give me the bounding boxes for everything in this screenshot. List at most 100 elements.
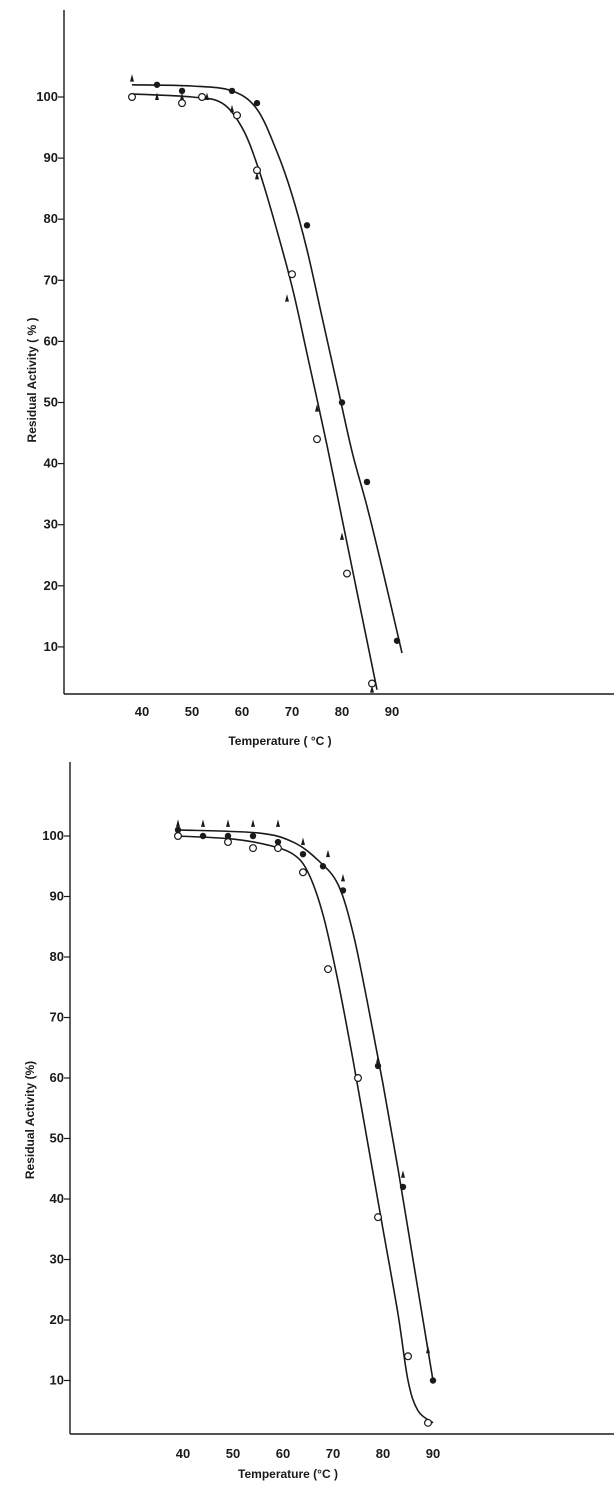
data-point-filled-circle xyxy=(399,1183,407,1191)
data-point-triangle xyxy=(315,404,319,412)
data-point-open-circle xyxy=(274,844,283,853)
data-point-filled-circle xyxy=(174,826,182,834)
data-point-open-circle xyxy=(424,1418,433,1427)
data-point-open-circle xyxy=(299,868,308,877)
data-point-triangle xyxy=(205,92,209,100)
x-tick-label: 70 xyxy=(285,704,299,719)
data-point-open-circle xyxy=(178,99,187,108)
y-tick-label: 80 xyxy=(50,949,64,964)
data-point-open-circle xyxy=(343,569,352,578)
x-tick-label: 60 xyxy=(235,704,249,719)
data-point-filled-circle xyxy=(199,832,207,840)
data-point-triangle xyxy=(326,849,330,858)
x-tick-label: 90 xyxy=(385,704,399,719)
data-point-triangle xyxy=(176,819,180,827)
y-tick-label: 60 xyxy=(50,1070,64,1085)
data-point-triangle xyxy=(370,685,374,693)
x-axis-title: Temperature (°C ) xyxy=(238,1467,338,1481)
x-tick-label: 40 xyxy=(135,704,149,719)
x-tick-label: 70 xyxy=(326,1446,340,1461)
x-axis-title: Temperature ( °C ) xyxy=(228,734,331,748)
data-point-filled-circle xyxy=(153,81,161,88)
data-point-filled-circle xyxy=(253,99,261,107)
y-tick-label: 80 xyxy=(44,211,58,226)
data-point-triangle xyxy=(401,1170,405,1178)
data-point-triangle xyxy=(341,873,345,882)
y-tick-label: 50 xyxy=(50,1131,64,1146)
data-point-triangle xyxy=(180,92,184,100)
y-tick-label: 90 xyxy=(50,889,64,904)
data-point-open-circle xyxy=(224,838,233,847)
x-tick-label: 60 xyxy=(276,1446,290,1461)
x-tick-label: 40 xyxy=(176,1446,190,1461)
data-point-filled-circle xyxy=(429,1377,437,1384)
data-point-triangle xyxy=(276,819,280,827)
data-point-open-circle xyxy=(198,92,207,101)
data-point-filled-circle xyxy=(274,838,282,846)
data-point-filled-circle xyxy=(224,832,232,840)
data-point-triangle xyxy=(230,104,234,113)
data-point-open-circle xyxy=(128,92,137,101)
data-point-filled-circle xyxy=(299,850,307,858)
data-point-filled-circle xyxy=(178,87,186,95)
chart-panel-1: 10 20 30 40 50 60 70 80 90 100 40 50 60 70 80 90 Tempera… xyxy=(25,10,614,748)
y-tick-label: 10 xyxy=(50,1373,64,1388)
data-point-open-circle xyxy=(174,831,183,840)
y-tick-label: 10 xyxy=(44,639,58,654)
data-point-filled-circle xyxy=(363,478,371,486)
data-point-open-circle xyxy=(249,844,258,853)
y-tick-label: 60 xyxy=(44,333,58,348)
data-point-triangle xyxy=(301,837,305,846)
data-point-open-circle xyxy=(313,435,322,444)
y-tick-label: 40 xyxy=(50,1191,64,1206)
data-point-open-circle xyxy=(233,111,242,120)
y-tick-label: 50 xyxy=(44,395,58,410)
y-tick-label: 70 xyxy=(50,1010,64,1025)
data-point-triangle xyxy=(340,532,344,540)
data-point-filled-circle xyxy=(319,863,327,870)
y-tick-label: 90 xyxy=(44,150,58,165)
data-point-open-circle xyxy=(324,965,333,974)
data-point-triangle xyxy=(155,92,159,100)
data-point-open-circle xyxy=(354,1073,363,1082)
y-tick-label: 100 xyxy=(42,828,64,843)
data-point-triangle xyxy=(285,294,289,302)
data-point-filled-circle xyxy=(374,1062,382,1070)
data-point-filled-circle xyxy=(338,399,346,406)
y-tick-label: 30 xyxy=(44,517,58,532)
data-point-triangle xyxy=(130,74,134,82)
x-tick-label: 50 xyxy=(226,1446,240,1461)
chart-panel-2: 10 20 30 40 50 60 70 80 90 100 40 50 60 70 80 90 Tempera… xyxy=(23,762,614,1481)
data-point-triangle xyxy=(201,819,205,827)
y-tick-label: 70 xyxy=(44,272,58,287)
y-tick-label: 30 xyxy=(50,1252,64,1267)
y-tick-label: 20 xyxy=(44,578,58,593)
data-point-filled-circle xyxy=(339,887,347,894)
x-tick-label: 80 xyxy=(376,1446,390,1461)
data-point-triangle xyxy=(255,171,259,180)
x-tick-label: 50 xyxy=(185,704,199,719)
y-axis-title: Residual Activity (%) xyxy=(23,1061,37,1179)
x-tick-label: 80 xyxy=(335,704,349,719)
y-tick-label: 20 xyxy=(50,1312,64,1327)
fit-curve-series-1 xyxy=(131,83,403,654)
y-axis-title: Residual Activity ( % ) xyxy=(25,318,39,443)
data-point-open-circle xyxy=(374,1213,383,1222)
data-point-triangle xyxy=(376,1055,380,1063)
data-point-triangle xyxy=(251,819,255,827)
data-point-open-circle xyxy=(288,270,297,279)
data-point-filled-circle xyxy=(303,222,311,229)
data-point-triangle xyxy=(226,819,230,827)
fit-curve-series-1 xyxy=(177,829,434,1381)
data-point-triangle xyxy=(426,1345,430,1354)
y-tick-label: 100 xyxy=(36,89,58,104)
y-tick-label: 40 xyxy=(44,456,58,471)
data-point-filled-circle xyxy=(228,87,236,95)
data-point-filled-circle xyxy=(393,637,401,644)
x-tick-label: 90 xyxy=(426,1446,440,1461)
fit-curve-series-2 xyxy=(177,835,434,1424)
data-point-open-circle xyxy=(404,1352,413,1361)
data-point-filled-circle xyxy=(249,832,257,840)
